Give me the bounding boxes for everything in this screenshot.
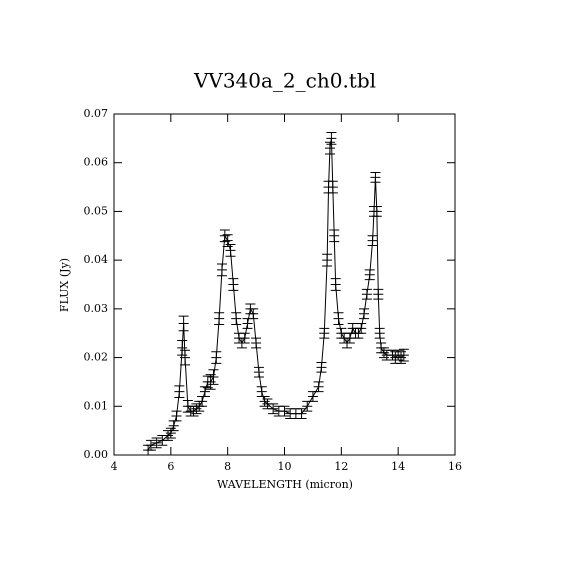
error-bar: [370, 171, 381, 183]
x-tick-label: 10: [278, 460, 292, 473]
error-bar: [333, 312, 344, 325]
error-bar: [268, 403, 279, 415]
x-tick-label: 8: [224, 460, 231, 473]
error-bar: [322, 253, 333, 267]
error-bar: [319, 327, 330, 339]
error-bar: [162, 430, 173, 441]
error-bar: [151, 437, 162, 449]
error-bar: [359, 308, 370, 320]
error-bar: [216, 263, 227, 277]
error-bar: [324, 141, 335, 155]
error-bar: [256, 386, 267, 398]
error-bar: [327, 180, 338, 194]
chart-title: VV340a_2_ch0.tbl: [193, 69, 376, 93]
error-bar: [262, 398, 273, 410]
error-bar: [393, 349, 404, 361]
error-bar: [329, 229, 340, 243]
error-bar: [273, 405, 284, 417]
error-bar: [296, 408, 307, 419]
error-bar: [285, 408, 296, 419]
error-bar: [251, 337, 262, 349]
error-bar: [205, 374, 216, 390]
error-bar: [378, 347, 389, 359]
error-bar: [387, 349, 398, 361]
error-bar: [307, 391, 318, 402]
error-bar: [344, 332, 355, 344]
error-bar: [242, 318, 253, 329]
error-bar: [199, 386, 210, 398]
error-bar: [211, 351, 222, 364]
y-tick-label: 0.03: [84, 302, 109, 315]
error-bar: [390, 351, 401, 364]
error-bar: [180, 349, 191, 366]
y-tick-label: 0.01: [84, 399, 109, 412]
error-bar: [398, 348, 409, 362]
error-bar: [157, 435, 168, 446]
x-tick-label: 4: [111, 460, 118, 473]
error-bar: [197, 396, 208, 407]
x-tick-label: 16: [448, 460, 462, 473]
error-bar: [371, 206, 382, 217]
error-bar: [396, 351, 407, 364]
error-bar: [145, 439, 156, 451]
y-tick-label: 0.04: [84, 253, 109, 266]
x-tick-label: 14: [391, 460, 405, 473]
error-bar: [178, 315, 189, 332]
error-bar: [302, 400, 313, 412]
x-tick-label: 6: [167, 460, 174, 473]
error-bar: [316, 361, 327, 373]
error-bar: [214, 312, 225, 325]
error-bar: [228, 278, 239, 291]
error-bar: [177, 340, 188, 356]
error-bar: [168, 420, 179, 432]
x-axis-label: WAVELENGTH (micron): [217, 478, 353, 491]
plot-frame: [113, 113, 456, 456]
error-bar: [188, 405, 199, 417]
error-bar: [222, 234, 233, 248]
y-tick-label: 0.00: [84, 448, 109, 461]
error-bar: [374, 327, 385, 339]
error-bar: [373, 288, 384, 300]
error-bar: [191, 403, 202, 415]
error-bar: [225, 244, 236, 257]
y-axis-label: FLUX (Jy): [58, 258, 71, 312]
error-bar: [364, 269, 375, 281]
y-tick-label: 0.07: [84, 107, 109, 120]
error-bar: [231, 312, 242, 325]
y-tick-label: 0.06: [84, 156, 109, 169]
y-tick-label: 0.05: [84, 204, 109, 217]
error-bar: [174, 385, 185, 399]
error-bar: [356, 322, 367, 334]
error-bar: [253, 366, 264, 378]
error-bar: [165, 427, 176, 439]
error-bar: [248, 308, 259, 320]
error-bar: [171, 410, 182, 422]
error-bar: [381, 349, 392, 361]
error-bar: [290, 408, 301, 419]
error-bar: [259, 396, 270, 407]
error-bar: [326, 132, 337, 145]
error-bar: [219, 229, 230, 243]
x-tick-label: 12: [334, 460, 348, 473]
error-bar: [279, 405, 290, 417]
error-bar: [361, 288, 372, 300]
error-bar: [330, 278, 341, 291]
error-bar: [239, 332, 250, 344]
error-bar: [367, 235, 378, 247]
y-tick-label: 0.02: [84, 351, 109, 364]
error-bar: [313, 381, 324, 393]
error-bar: [208, 369, 219, 385]
